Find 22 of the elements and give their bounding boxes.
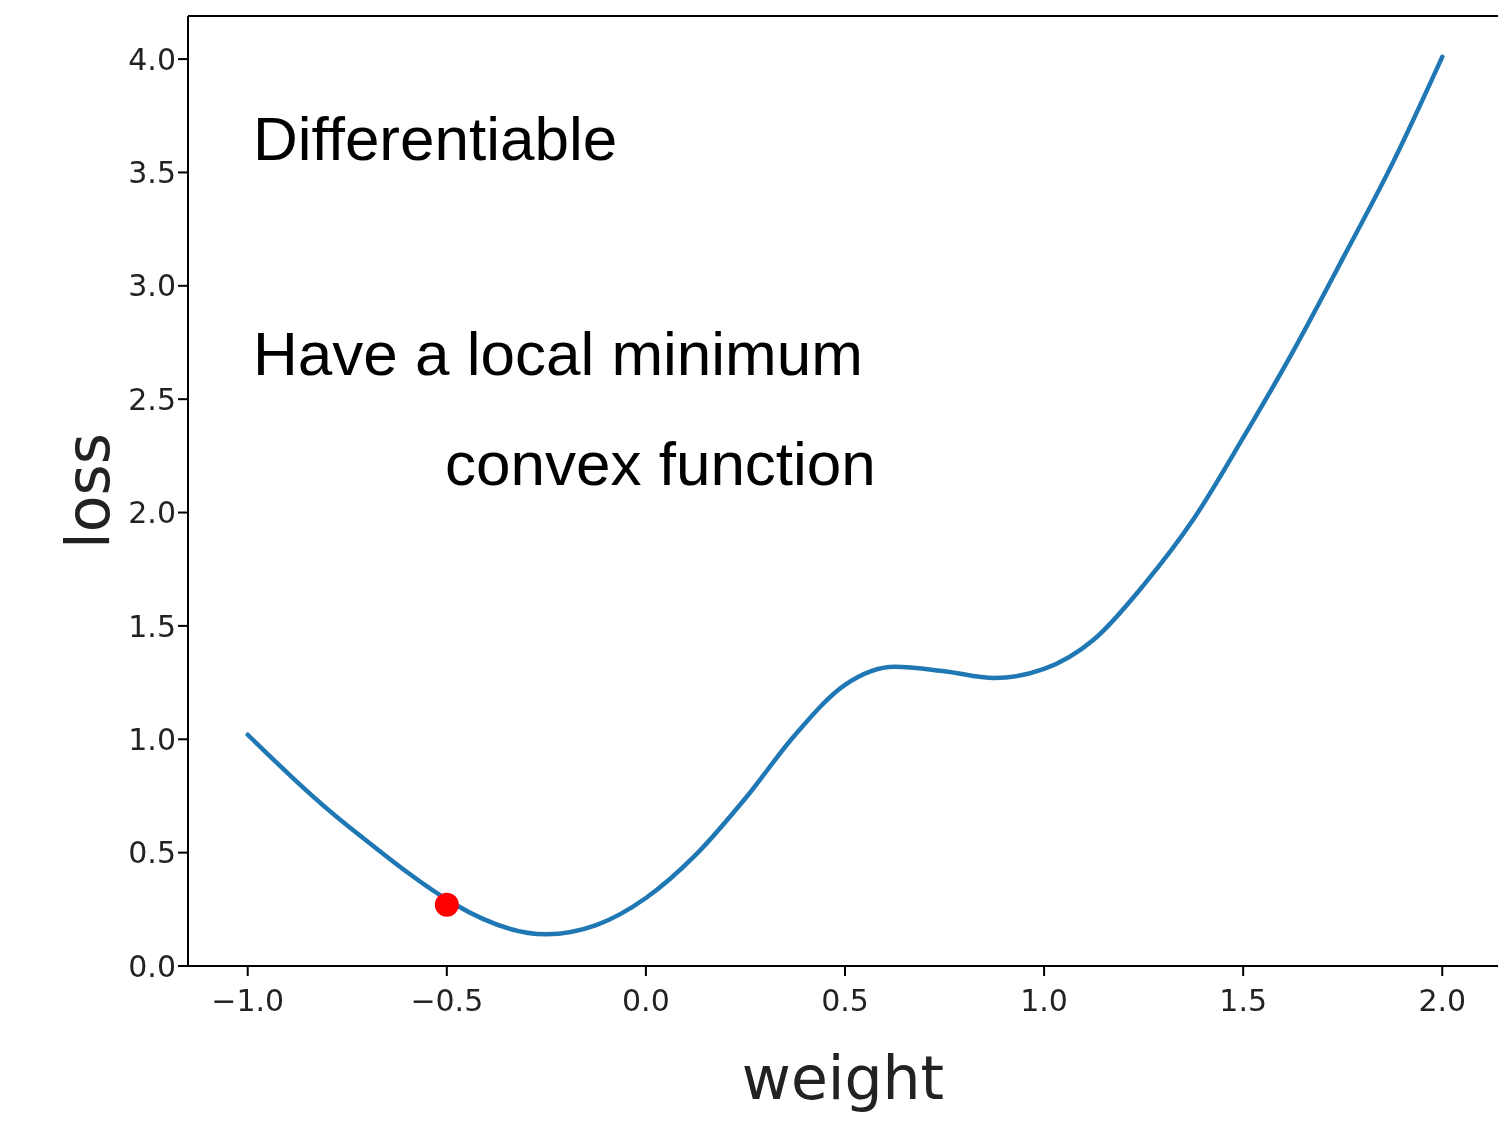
y-tick-label: 1.0 (128, 721, 176, 757)
y-tick-label: 3.5 (128, 155, 176, 191)
y-tick-label: 1.5 (128, 608, 176, 644)
x-tick-label: −1.0 (211, 983, 285, 1019)
annotation: convex function (445, 428, 876, 499)
x-tick-label: 1.0 (1020, 983, 1068, 1019)
line-series (245, 54, 1445, 937)
y-tick-label: 4.0 (128, 41, 176, 77)
y-tick-label: 2.5 (128, 381, 176, 417)
x-tick-label: 1.5 (1219, 983, 1268, 1019)
annotation: Have a local minimum (253, 318, 863, 389)
y-tick-label: 0.0 (128, 948, 176, 984)
x-tick-label: 0.5 (821, 983, 869, 1019)
x-tick-label: 2.0 (1418, 983, 1467, 1019)
x-axis-title: weight (741, 1042, 945, 1113)
x-tick-label: −0.5 (410, 983, 484, 1019)
y-tick-label: 3.0 (128, 268, 176, 304)
annotation: Differentiable (253, 103, 618, 174)
y-tick-label: 2.0 (128, 495, 176, 531)
y-tick-label: 0.5 (128, 835, 176, 871)
y-axis-title: loss (53, 433, 124, 549)
x-tick-label: 0.0 (622, 983, 670, 1019)
